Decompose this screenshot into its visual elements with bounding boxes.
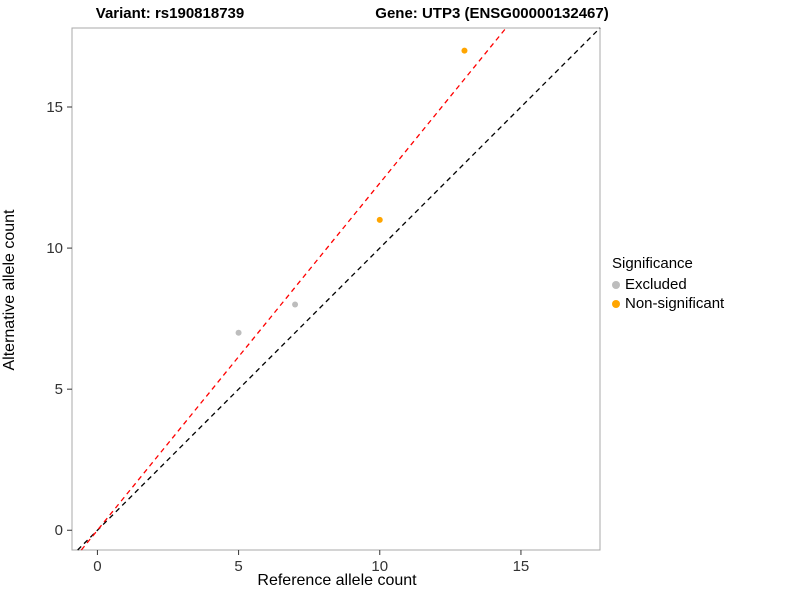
y-tick-label: 0 [55, 522, 63, 539]
data-point-excluded [235, 329, 242, 336]
plot-title-variant: Variant: rs190818739 [95, 5, 245, 22]
legend-item-non-significant: Non-significant [612, 295, 724, 312]
x-tick-label: 5 [234, 558, 242, 575]
y-tick-label: 5 [55, 381, 63, 398]
x-axis-label: Reference allele count [257, 572, 417, 589]
data-point-non-significant [376, 216, 383, 223]
y-tick-label: 10 [46, 240, 63, 257]
data-point-excluded [292, 301, 299, 308]
y-axis-label: Alternative allele count [1, 209, 18, 371]
plot-title-gene: Gene: UTP3 (ENSG00000132467) [375, 5, 609, 22]
x-tick-label: 0 [93, 558, 101, 575]
plot-panel [71, 27, 601, 551]
reference-line-fit [80, 27, 507, 551]
y-tick-label: 15 [46, 99, 63, 116]
x-tick-label: 15 [513, 558, 530, 575]
non-significant-dot-icon [612, 299, 620, 308]
reference-line-identity [77, 27, 601, 551]
legend-title: Significance [612, 255, 693, 272]
excluded-dot-icon [612, 280, 620, 289]
data-point-non-significant [461, 47, 468, 54]
x-tick-label: 10 [371, 558, 388, 575]
legend-item-excluded: Excluded [612, 276, 724, 293]
legend-item-label: Excluded [625, 276, 687, 293]
legend-item-label: Non-significant [625, 295, 725, 312]
legend: Significance Excluded Non-significant [612, 255, 724, 314]
